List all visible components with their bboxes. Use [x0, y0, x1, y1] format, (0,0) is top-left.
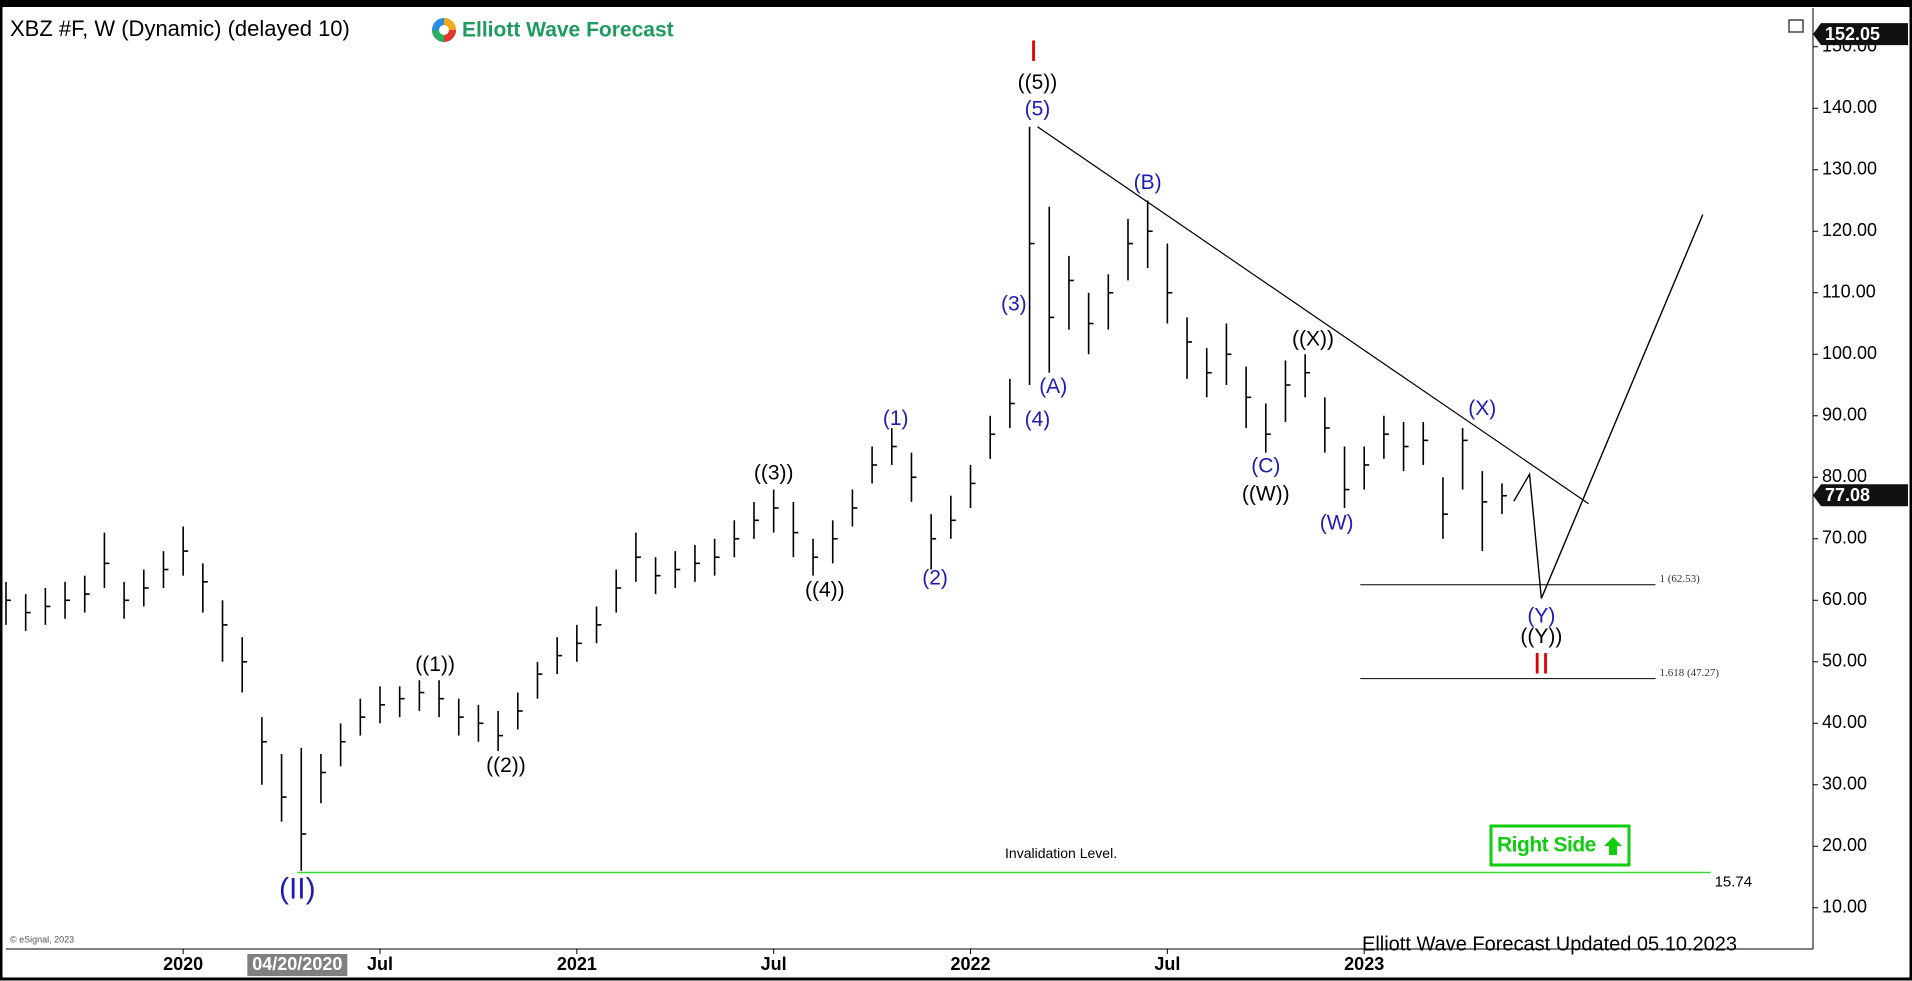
x-tick-label: Jul — [761, 954, 787, 974]
y-tick-label: 140.00 — [1822, 97, 1877, 117]
wave-label: ((3)) — [754, 462, 794, 485]
wave-label: I — [1029, 35, 1037, 68]
wave-label: (5) — [1025, 98, 1051, 121]
y-tick-label: 100.00 — [1822, 343, 1877, 363]
wave-label: ((4)) — [805, 579, 845, 602]
y-tick-label: 20.00 — [1822, 835, 1867, 855]
y-tick-label: 30.00 — [1822, 774, 1867, 794]
wave-label: ((X)) — [1292, 328, 1334, 351]
wave-label: (W) — [1320, 512, 1354, 535]
logo-icon — [439, 25, 449, 35]
wave-label: (4) — [1025, 408, 1051, 431]
invalidation-value: 15.74 — [1715, 873, 1753, 890]
badge[interactable]: Right Side — [1489, 824, 1631, 867]
badge-box — [1489, 824, 1631, 867]
y-tick-label: 90.00 — [1822, 405, 1867, 425]
y-tick-label: 10.00 — [1822, 897, 1867, 917]
wave-label: ((Y)) — [1520, 625, 1562, 648]
footer: Elliott Wave Forecast Updated 05.10.2023 — [1362, 933, 1737, 955]
wave-label: (C) — [1251, 454, 1280, 477]
x-tick-label: 2021 — [557, 954, 597, 974]
badge-arrow — [1604, 837, 1622, 855]
wave-label: ((W)) — [1242, 483, 1290, 506]
y-tick-label: 40.00 — [1822, 712, 1867, 732]
x-tick-label: 2020 — [163, 954, 203, 974]
trend-line — [1037, 126, 1589, 505]
top-bar — [0, 0, 1912, 7]
fib-label: 1.618 (47.27) — [1659, 667, 1719, 679]
last-price-box — [1813, 484, 1908, 507]
top-price: 152.05 — [1825, 24, 1880, 44]
x-tick-label: 2023 — [1344, 954, 1384, 974]
wave-label: (A) — [1039, 375, 1067, 398]
y-tick-label: 80.00 — [1822, 466, 1867, 486]
y-tick-label: 60.00 — [1822, 589, 1867, 609]
wave-label: (II) — [279, 872, 316, 905]
wave-label: ((2)) — [486, 754, 526, 777]
top-price-box — [1813, 23, 1908, 46]
chart-title: XBZ #F, W (Dynamic) (delayed 10) — [10, 16, 350, 41]
x-tick-label: 2022 — [950, 954, 990, 974]
wave-label: (1) — [883, 407, 909, 430]
fib-label: 1 (62.53) — [1659, 573, 1700, 585]
wave-label: ((5)) — [1018, 71, 1058, 94]
y-tick-label: 120.00 — [1822, 220, 1877, 240]
last-price: 77.08 — [1825, 485, 1870, 505]
y-tick-label: 70.00 — [1822, 528, 1867, 548]
y-tick-label: 130.00 — [1822, 159, 1877, 179]
wave-label: (3) — [1001, 293, 1027, 316]
wave-label: II — [1533, 647, 1550, 680]
wave-label: (X) — [1468, 397, 1496, 420]
wave-label: ((1)) — [415, 653, 455, 676]
brand: Elliott Wave Forecast — [462, 19, 674, 42]
badge-text: Right Side — [1497, 834, 1596, 857]
wave-label: (2) — [922, 566, 948, 589]
logo: Elliott Wave Forecast — [432, 18, 674, 42]
cursor-label: 04/20/2020 — [252, 954, 342, 974]
projection-path — [1513, 214, 1704, 599]
x-tick-label: Jul — [1154, 954, 1180, 974]
wave-label: (B) — [1134, 171, 1162, 194]
copyright: © eSignal, 2023 — [10, 934, 74, 944]
y-tick-label: 50.00 — [1822, 651, 1867, 671]
invalidation-text: Invalidation Level. — [1005, 845, 1117, 861]
window-icon — [1788, 19, 1804, 33]
y-tick-label: 110.00 — [1822, 282, 1876, 302]
wave-label: (Y) — [1527, 604, 1555, 627]
cursor-box — [247, 954, 348, 976]
x-tick-label: Jul — [367, 954, 393, 974]
